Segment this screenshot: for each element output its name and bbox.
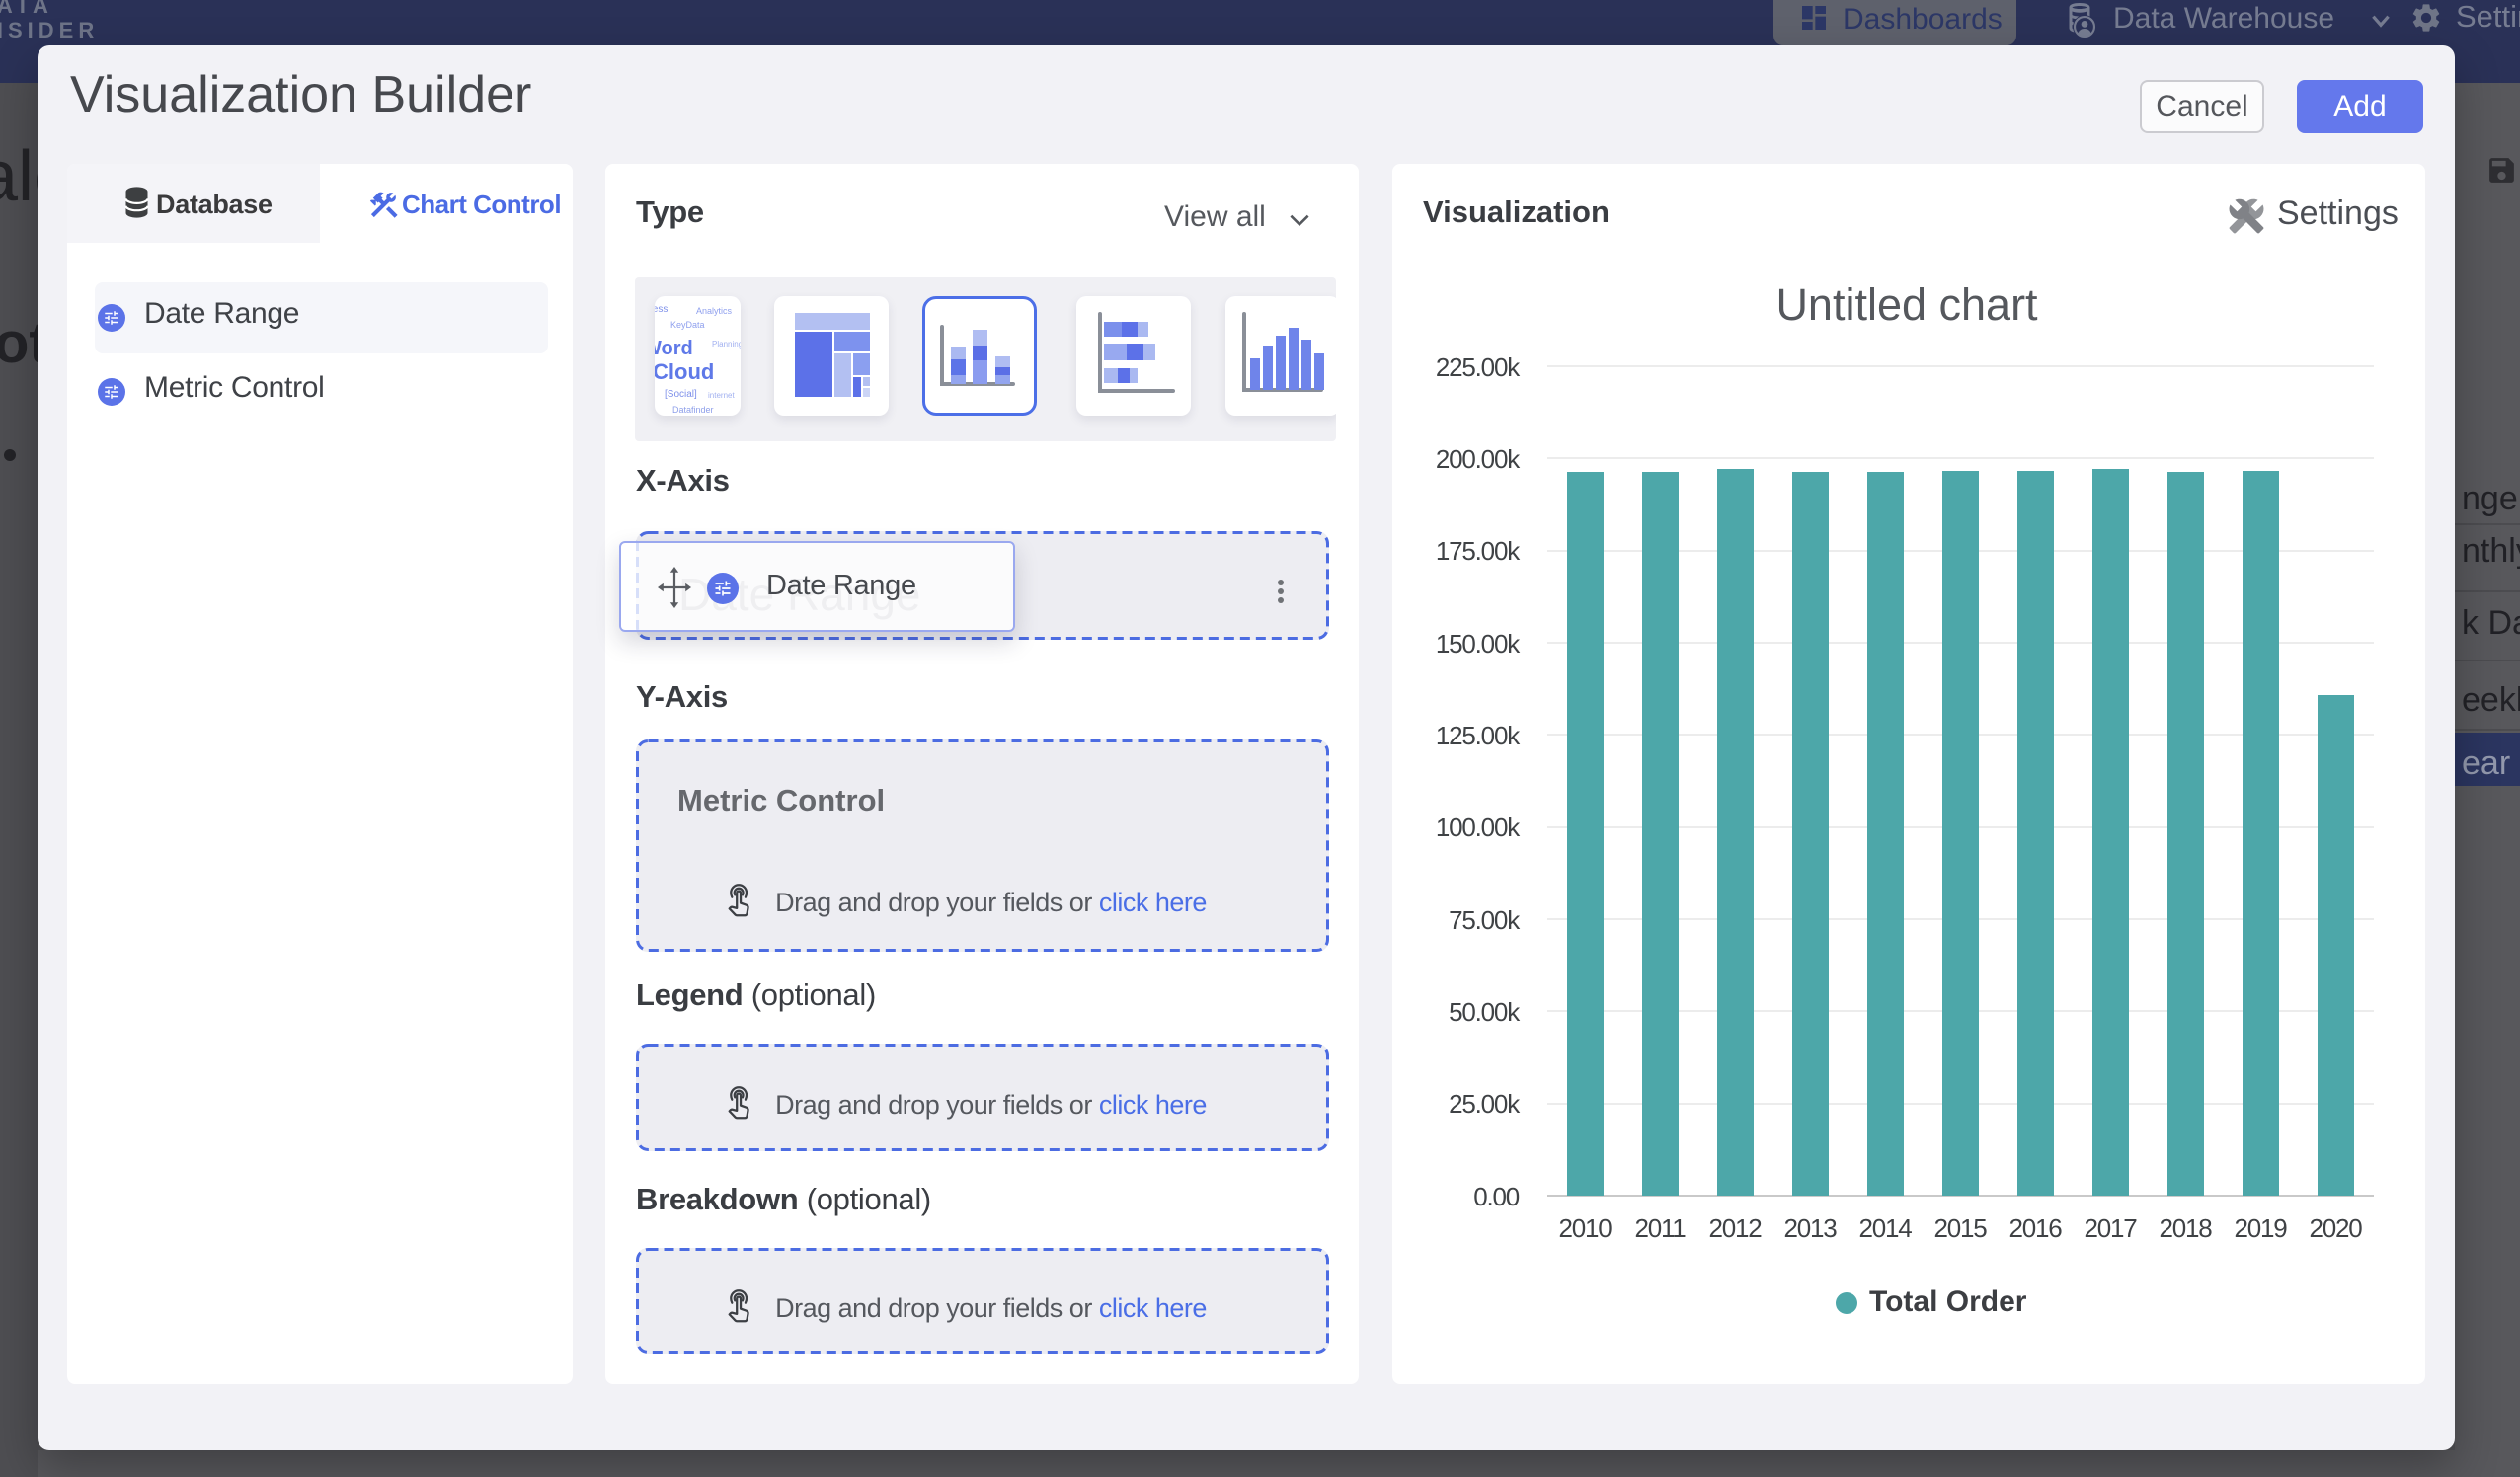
svg-text:2018: 2018 — [2159, 1213, 2212, 1243]
svg-text:2016: 2016 — [2008, 1213, 2062, 1243]
svg-text:2013: 2013 — [1783, 1213, 1837, 1243]
svg-text:Untitled chart: Untitled chart — [1775, 279, 2038, 330]
svg-text:2012: 2012 — [1708, 1213, 1762, 1243]
svg-text:0.00: 0.00 — [1473, 1182, 1520, 1211]
svg-text:2015: 2015 — [1933, 1213, 1987, 1243]
svg-text:75.00k: 75.00k — [1449, 905, 1521, 935]
svg-text:2014: 2014 — [1858, 1213, 1912, 1243]
svg-text:175.00k: 175.00k — [1436, 536, 1521, 566]
svg-text:25.00k: 25.00k — [1449, 1089, 1521, 1119]
svg-text:125.00k: 125.00k — [1436, 721, 1521, 750]
svg-text:200.00k: 200.00k — [1436, 444, 1521, 474]
svg-text:100.00k: 100.00k — [1436, 813, 1521, 842]
svg-text:225.00k: 225.00k — [1436, 352, 1521, 382]
svg-text:2017: 2017 — [2084, 1213, 2137, 1243]
svg-text:150.00k: 150.00k — [1436, 629, 1521, 659]
svg-text:2019: 2019 — [2234, 1213, 2287, 1243]
svg-text:2011: 2011 — [1634, 1213, 1686, 1243]
svg-text:2020: 2020 — [2309, 1213, 2362, 1243]
svg-text:2010: 2010 — [1558, 1213, 1612, 1243]
svg-text:50.00k: 50.00k — [1449, 997, 1521, 1027]
